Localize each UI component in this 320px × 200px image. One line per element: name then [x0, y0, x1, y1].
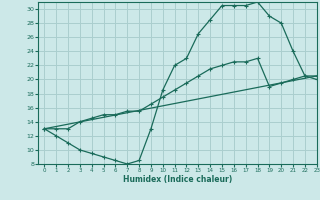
X-axis label: Humidex (Indice chaleur): Humidex (Indice chaleur): [123, 175, 232, 184]
